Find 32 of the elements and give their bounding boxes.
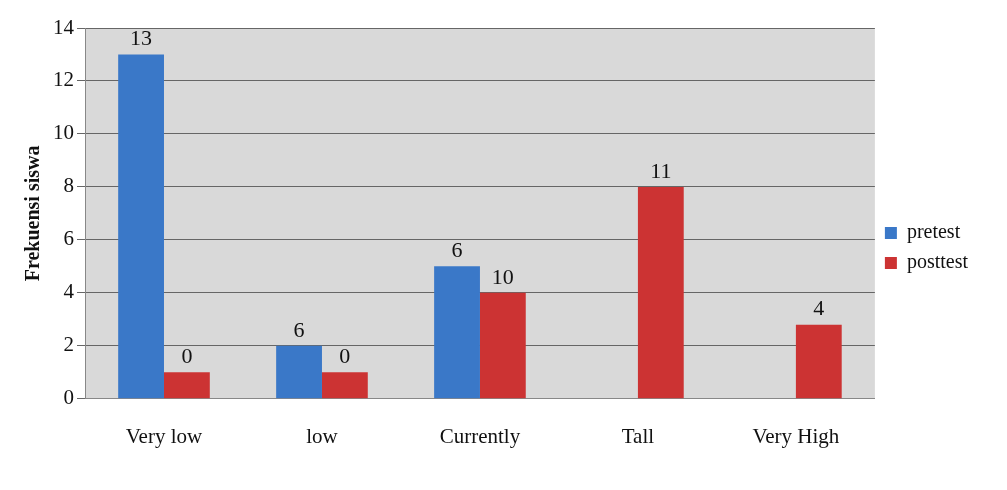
- annotation: 10: [491, 263, 514, 289]
- bar: [479, 292, 526, 399]
- annotation: 11: [650, 157, 672, 183]
- bar: [163, 372, 210, 399]
- annotation: 6: [451, 237, 463, 263]
- y-tick-label: 8: [63, 173, 74, 198]
- bar: [795, 324, 842, 399]
- y-axis-title: Frekuensi siswa: [21, 145, 44, 282]
- bar: [118, 54, 164, 399]
- x-tick-label: Very low: [125, 423, 204, 448]
- y-tick-label: 12: [53, 67, 74, 92]
- x-tick-label: Tall: [621, 423, 655, 448]
- bar: [321, 372, 368, 399]
- bar: [276, 345, 322, 399]
- y-tick-label: 0: [63, 385, 74, 410]
- legend-label: posttest: [906, 250, 969, 274]
- annotation: 13: [130, 25, 153, 51]
- annotation: 0: [181, 343, 193, 369]
- x-tick-label: Currently: [439, 423, 521, 448]
- bar: [434, 266, 480, 399]
- y-tick-label: 10: [53, 120, 74, 145]
- annotation: 4: [813, 295, 825, 321]
- annotation: 0: [339, 343, 351, 369]
- y-tick-label: 14: [53, 14, 75, 39]
- annotation: 6: [293, 316, 305, 342]
- y-tick-label: 2: [63, 332, 74, 357]
- legend-label: pretest: [906, 220, 961, 244]
- y-tick-label: 4: [63, 279, 75, 304]
- x-tick-label: low: [306, 423, 339, 448]
- bar: [637, 186, 684, 399]
- x-tick-label: Very High: [752, 423, 840, 448]
- y-tick-label: 6: [63, 226, 74, 251]
